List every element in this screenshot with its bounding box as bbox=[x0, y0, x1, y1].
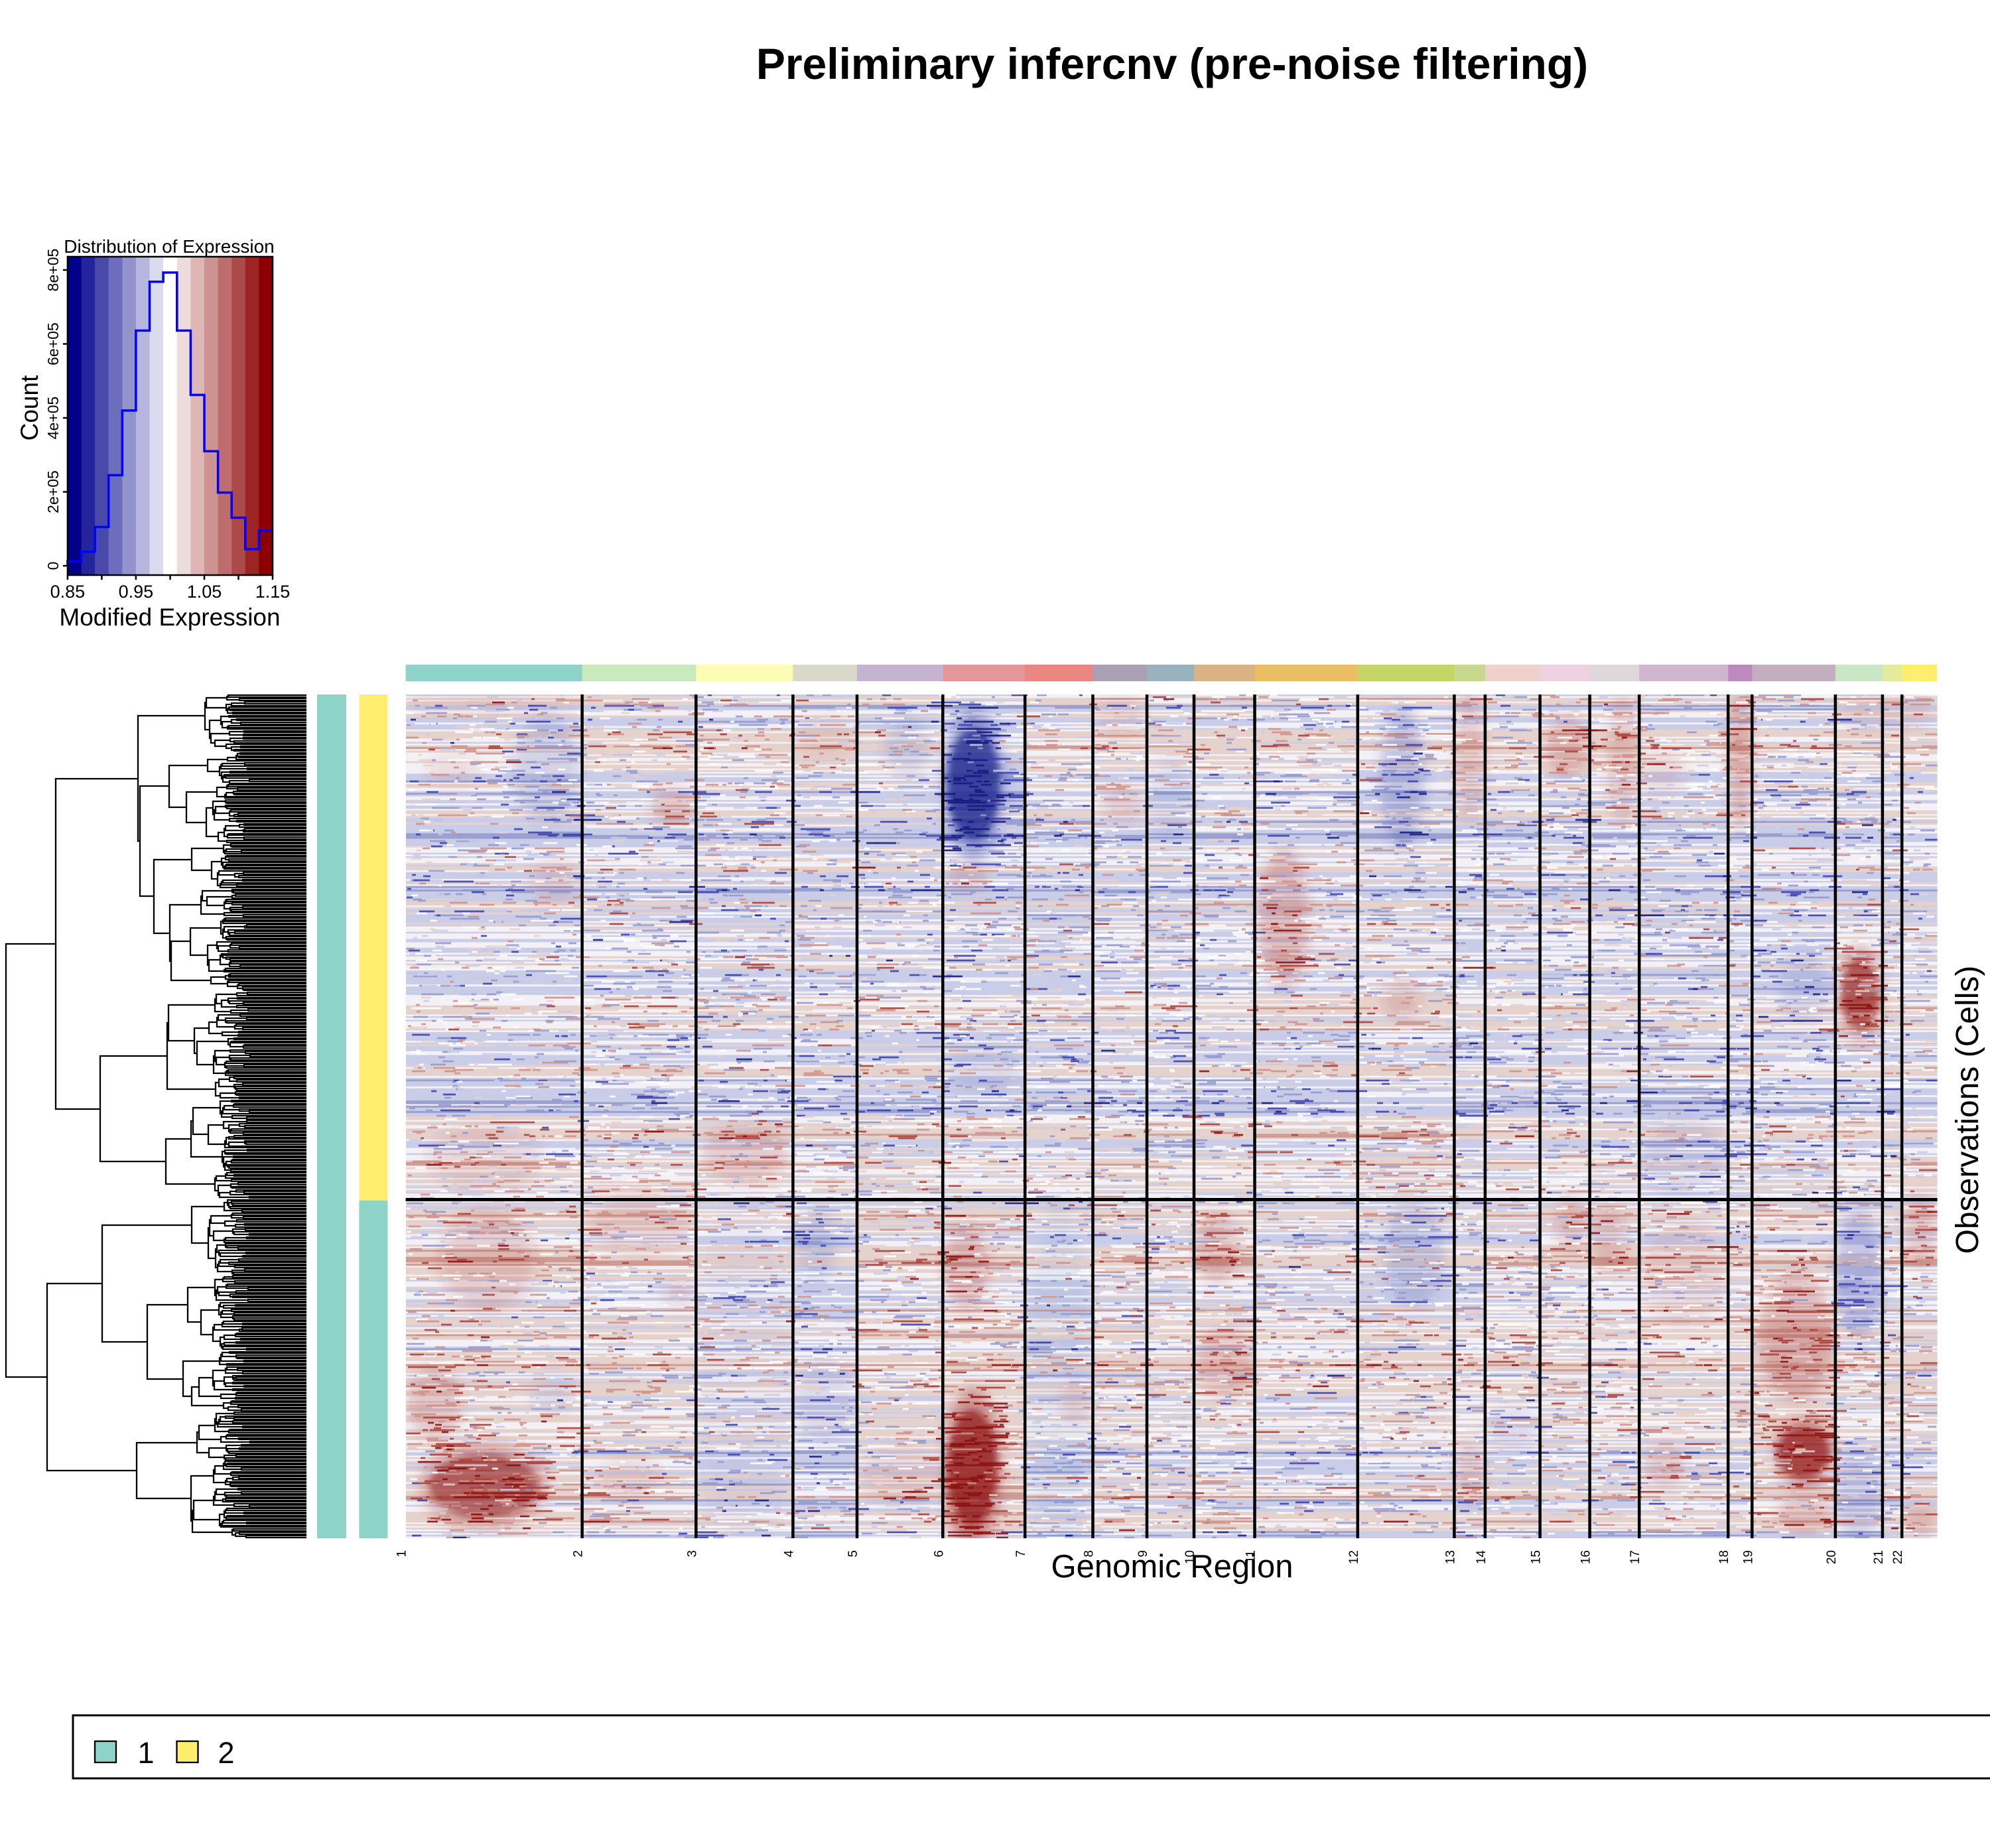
svg-text:Genomic Region: Genomic Region bbox=[1051, 1549, 1294, 1585]
svg-text:6e+05: 6e+05 bbox=[44, 322, 62, 365]
svg-text:14: 14 bbox=[1475, 1550, 1489, 1565]
svg-text:3: 3 bbox=[685, 1550, 699, 1557]
svg-text:16: 16 bbox=[1579, 1550, 1593, 1564]
svg-text:0.95: 0.95 bbox=[119, 582, 154, 602]
svg-text:18: 18 bbox=[1717, 1550, 1731, 1564]
svg-text:13: 13 bbox=[1443, 1550, 1457, 1564]
svg-text:10: 10 bbox=[1183, 1550, 1197, 1564]
svg-text:17: 17 bbox=[1628, 1550, 1642, 1564]
svg-text:21: 21 bbox=[1872, 1550, 1886, 1564]
svg-text:0: 0 bbox=[44, 562, 62, 570]
svg-text:6: 6 bbox=[932, 1550, 946, 1557]
svg-text:Distribution of Expression: Distribution of Expression bbox=[64, 236, 274, 257]
svg-text:22: 22 bbox=[1891, 1550, 1905, 1564]
svg-text:20: 20 bbox=[1825, 1550, 1839, 1564]
svg-text:8e+05: 8e+05 bbox=[44, 249, 62, 292]
svg-text:Count: Count bbox=[16, 375, 43, 440]
svg-text:1: 1 bbox=[137, 1736, 154, 1770]
svg-text:Preliminary infercnv (pre-nois: Preliminary infercnv (pre-noise filterin… bbox=[756, 39, 1588, 88]
svg-text:12: 12 bbox=[1347, 1550, 1361, 1564]
svg-text:0.85: 0.85 bbox=[50, 582, 86, 602]
svg-text:9: 9 bbox=[1136, 1550, 1150, 1557]
svg-text:1: 1 bbox=[395, 1550, 409, 1557]
svg-text:4e+05: 4e+05 bbox=[44, 397, 62, 440]
svg-text:2e+05: 2e+05 bbox=[44, 470, 62, 513]
svg-text:19: 19 bbox=[1741, 1550, 1755, 1564]
svg-text:1.15: 1.15 bbox=[255, 582, 291, 602]
svg-text:4: 4 bbox=[782, 1550, 796, 1557]
svg-text:Modified Expression: Modified Expression bbox=[59, 604, 280, 631]
svg-text:2: 2 bbox=[572, 1550, 586, 1557]
svg-text:2: 2 bbox=[218, 1736, 234, 1770]
svg-text:7: 7 bbox=[1014, 1550, 1028, 1557]
svg-text:15: 15 bbox=[1530, 1550, 1544, 1564]
svg-text:8: 8 bbox=[1083, 1550, 1096, 1557]
svg-text:5: 5 bbox=[846, 1550, 860, 1557]
svg-text:11: 11 bbox=[1244, 1550, 1258, 1563]
svg-text:Observations (Cells): Observations (Cells) bbox=[1950, 966, 1985, 1254]
svg-text:1.05: 1.05 bbox=[187, 582, 222, 602]
